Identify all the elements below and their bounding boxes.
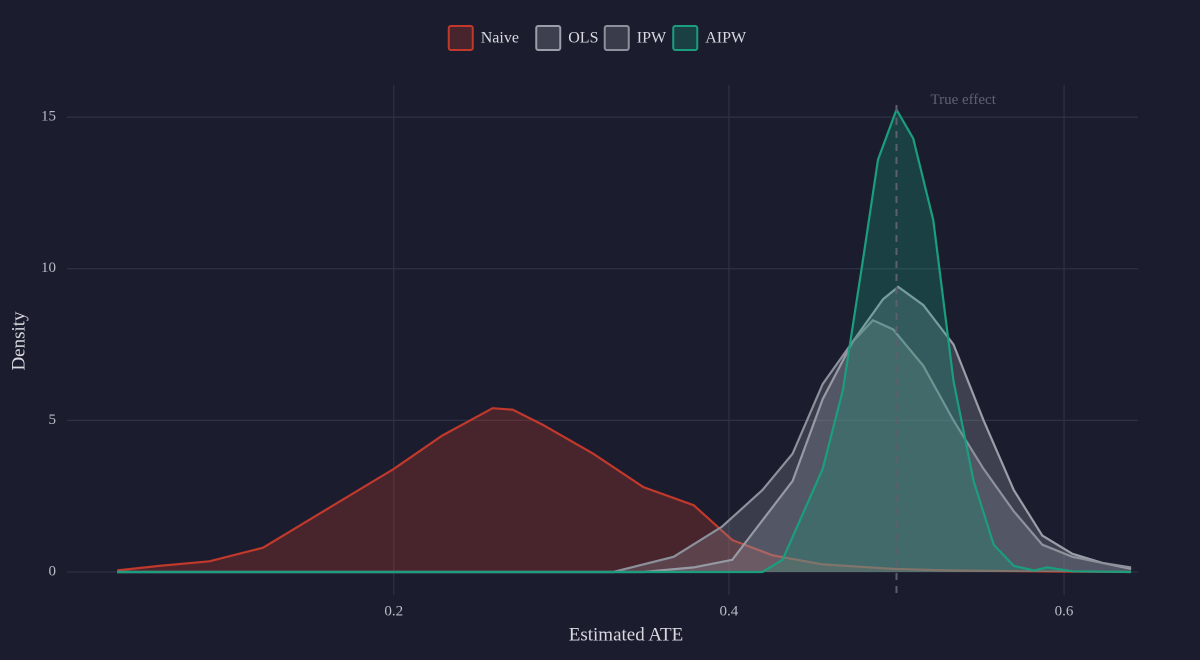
reference-label: True effect — [930, 92, 996, 108]
y-tick-label: 5 — [49, 412, 57, 428]
legend-label: IPW — [637, 30, 667, 47]
legend-swatch — [603, 25, 630, 51]
density-area — [117, 408, 1132, 572]
legend-swatch — [535, 25, 562, 51]
y-tick-label: 10 — [41, 260, 56, 276]
legend-swatch — [672, 25, 699, 51]
x-tick-label: 0.4 — [720, 603, 739, 619]
legend-label: OLS — [568, 30, 598, 47]
legend-swatch — [447, 25, 474, 51]
density-line — [117, 407, 1132, 574]
legend-label: Naive — [481, 30, 519, 47]
density-line — [117, 107, 1132, 574]
y-axis-title: Density — [8, 311, 29, 371]
x-tick-label: 0.6 — [1055, 603, 1074, 619]
density-area — [117, 109, 1132, 572]
y-tick-label: 15 — [41, 109, 56, 125]
legend-label: AIPW — [705, 30, 747, 47]
x-axis-title: Estimated ATE — [569, 624, 684, 645]
x-tick-label: 0.2 — [384, 603, 403, 619]
density-area — [117, 286, 1132, 572]
density-line — [117, 318, 1132, 574]
density-area — [117, 320, 1132, 572]
density-line — [117, 285, 1132, 574]
y-tick-label: 0 — [49, 563, 57, 579]
